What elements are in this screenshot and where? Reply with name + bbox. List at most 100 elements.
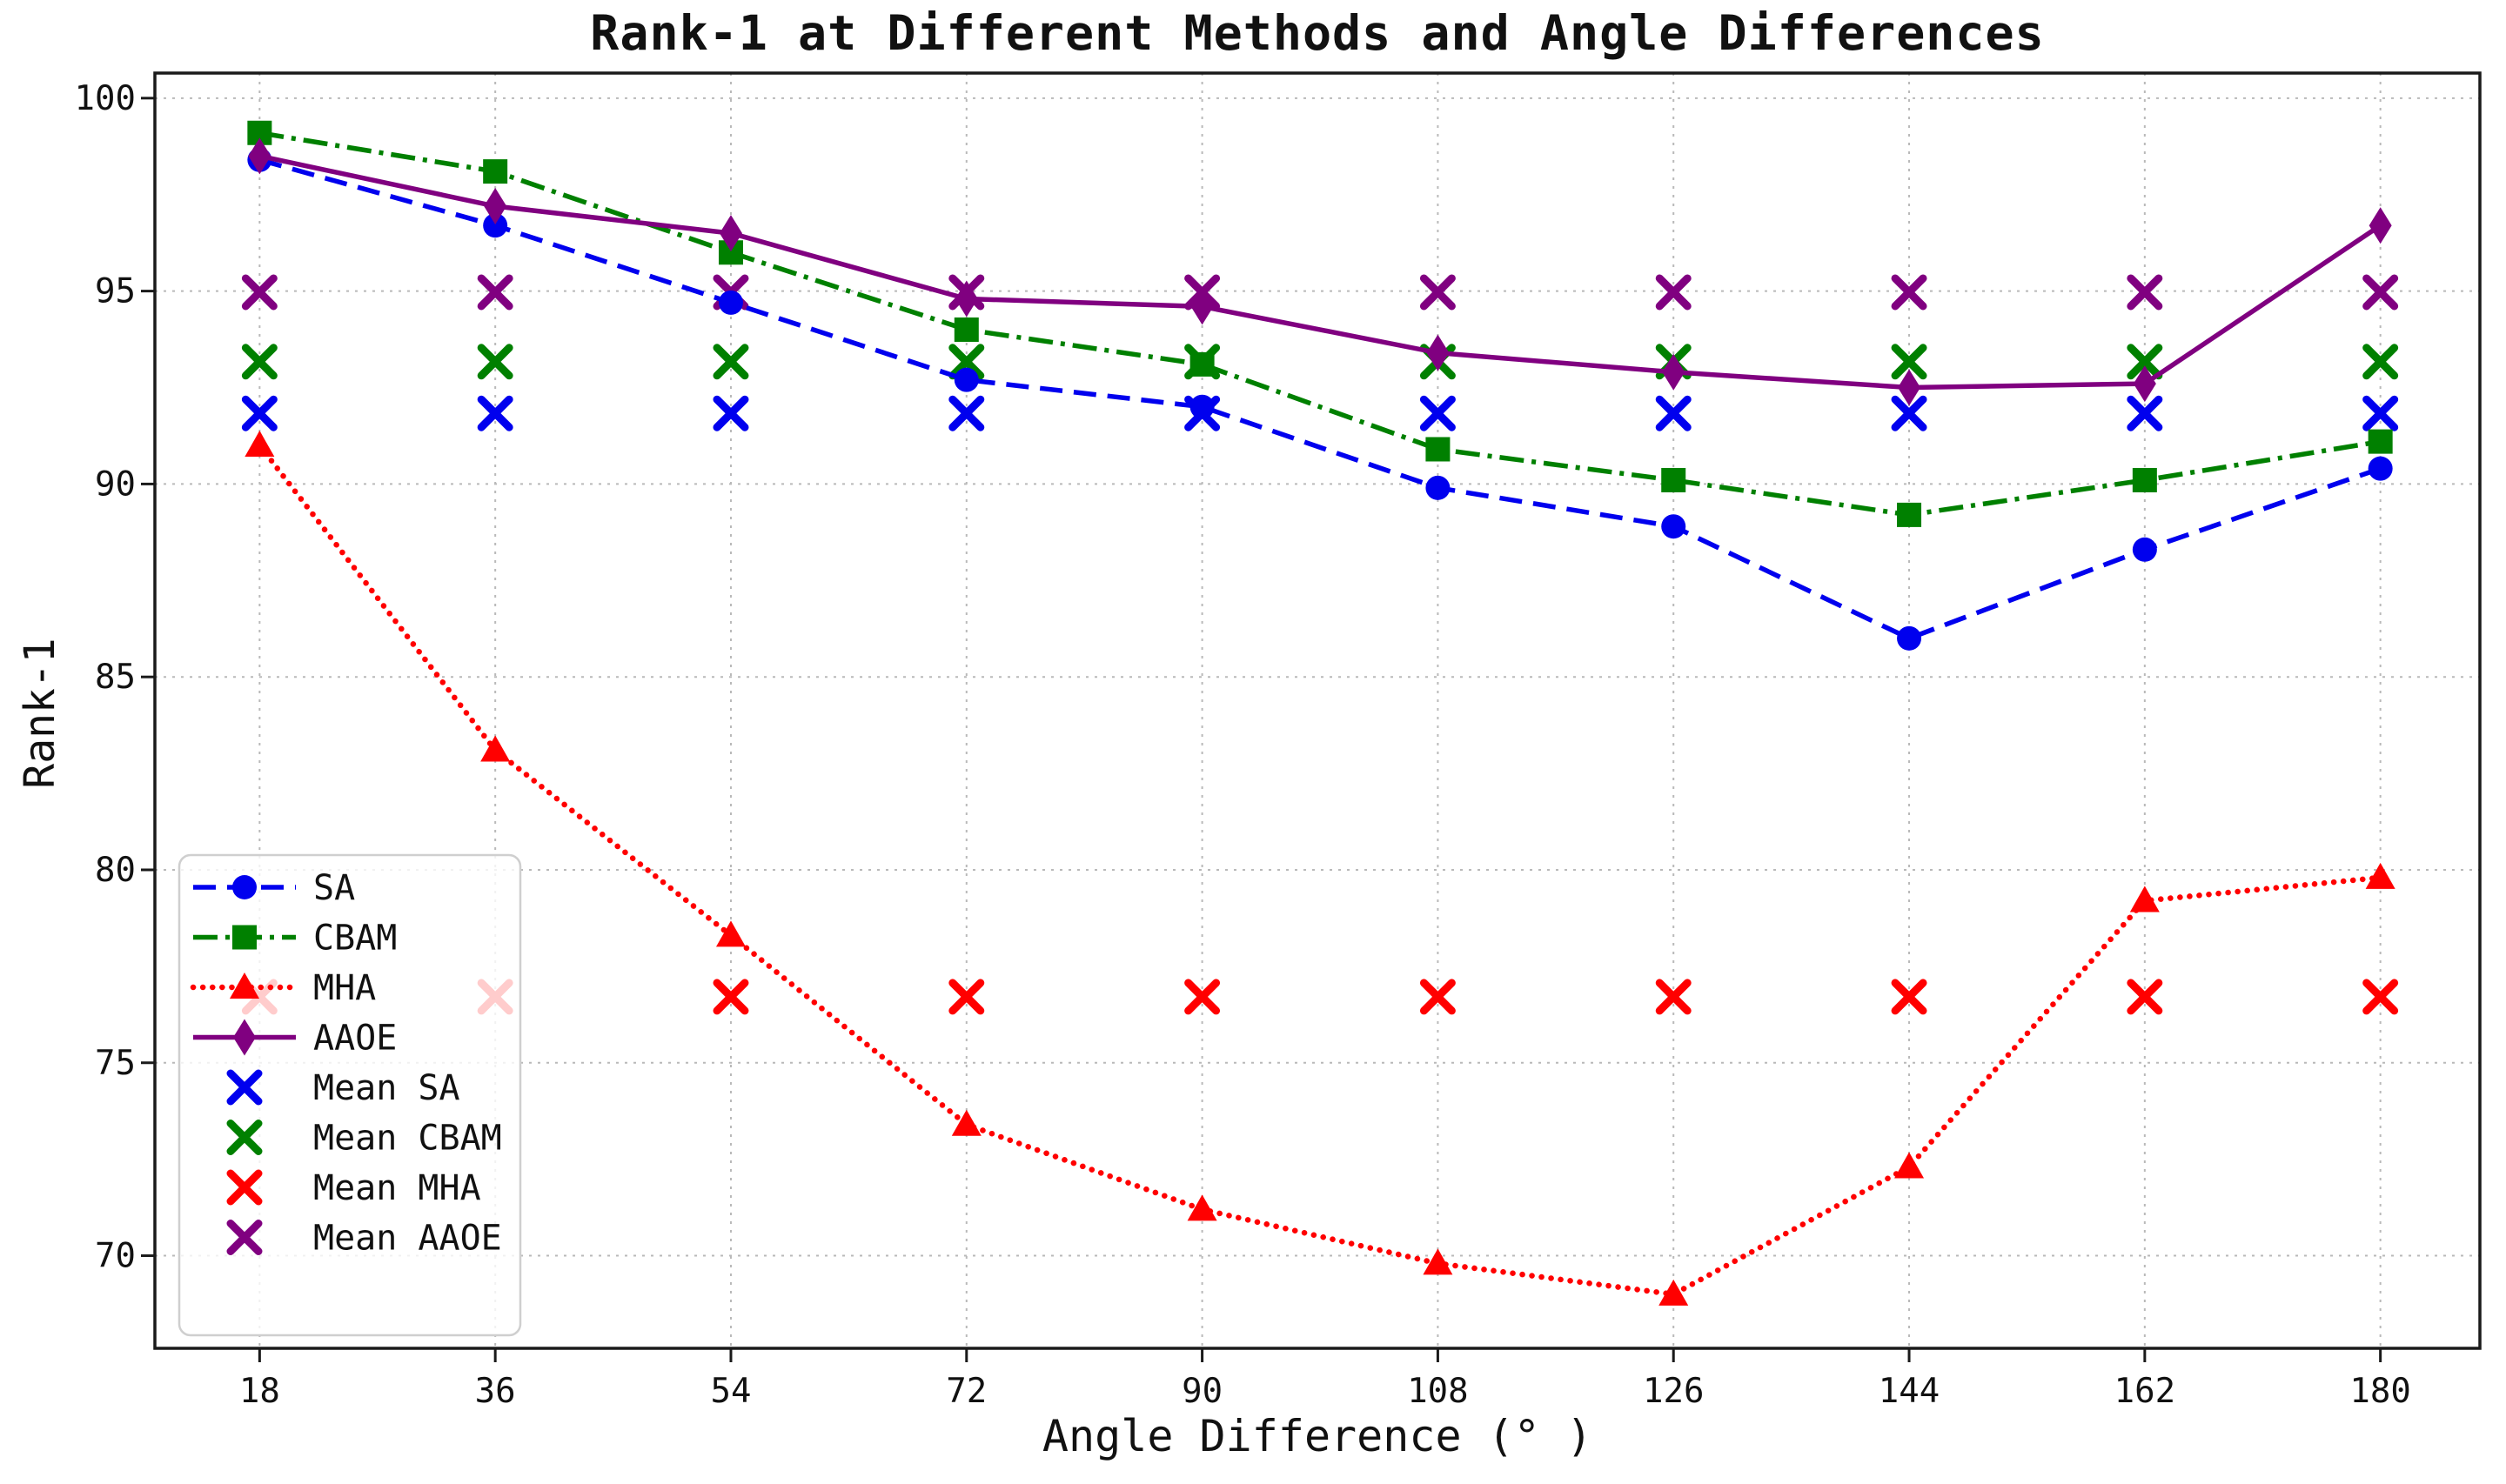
triangle-marker <box>245 431 275 458</box>
y-tick-label: 95 <box>95 272 136 311</box>
series-mha <box>245 431 2395 1306</box>
legend-label: CBAM <box>313 919 397 959</box>
x-marker <box>2127 274 2163 311</box>
mean-row-mean-aaoe <box>241 274 2399 311</box>
circle-marker <box>232 875 257 899</box>
legend-label: AAOE <box>313 1019 397 1059</box>
series-line-cbam <box>258 130 2382 518</box>
circle-marker <box>2132 537 2157 562</box>
legend-box <box>178 853 522 1337</box>
x-marker <box>948 344 985 380</box>
legend-label: SA <box>313 868 355 908</box>
legend-item-mean-cbam: Mean CBAM <box>226 1119 502 1159</box>
x-marker <box>1891 274 1927 311</box>
legend-item-aaoe: AAOE <box>193 1019 397 1059</box>
series-cbam <box>247 120 2393 527</box>
diamond-marker <box>233 1019 256 1056</box>
x-marker <box>241 395 278 431</box>
square-marker <box>1189 351 1215 377</box>
square-marker <box>2132 467 2157 492</box>
y-tick-label: 100 <box>75 79 136 118</box>
square-marker <box>1897 502 1922 527</box>
circle-marker <box>954 367 979 392</box>
x-tick-label: 126 <box>1643 1372 1704 1411</box>
series-line-sa <box>258 157 2382 641</box>
triangle-marker <box>715 920 746 947</box>
x-marker <box>241 274 278 311</box>
square-marker <box>954 317 979 342</box>
plot-border <box>153 71 2482 1350</box>
diamond-marker <box>484 188 507 225</box>
legend: SA CBAM MHA AAOE Mean SA Mean CBAM Mean MHA Mea… <box>178 853 522 1337</box>
x-marker <box>2362 395 2399 431</box>
diamond-marker <box>2133 365 2156 403</box>
diamond-marker <box>1190 288 1214 325</box>
y-tick-label: 85 <box>95 658 136 697</box>
circle-marker <box>1897 625 1922 651</box>
x-marker <box>1419 395 1456 431</box>
x-tick-label: 18 <box>239 1372 280 1411</box>
series-aaoe <box>248 137 2392 406</box>
circle-marker <box>2368 456 2393 481</box>
legend-item-mean-aaoe: Mean AAOE <box>226 1219 502 1259</box>
series-sa <box>247 147 2393 651</box>
x-marker <box>2127 395 2163 431</box>
x-marker <box>713 395 749 431</box>
y-tick-label: 90 <box>95 465 136 504</box>
diamond-marker <box>1898 369 1921 406</box>
circle-marker <box>718 290 743 315</box>
legend-item-mean-sa: Mean SA <box>226 1068 460 1108</box>
x-marker <box>1891 395 1927 431</box>
square-marker <box>2368 429 2393 454</box>
diamond-marker <box>2369 207 2392 244</box>
x-marker <box>477 344 513 380</box>
triangle-marker <box>1894 1152 1925 1179</box>
diamond-marker <box>1426 334 1450 371</box>
square-marker <box>1425 437 1451 462</box>
circle-marker <box>483 213 508 238</box>
x-marker <box>1655 979 1692 1015</box>
x-marker <box>713 979 749 1015</box>
y-axis-label: Rank-1 <box>16 638 64 789</box>
x-tick-label: 90 <box>1182 1372 1223 1411</box>
x-marker <box>1891 344 1927 380</box>
legend-item-mean-mha: Mean MHA <box>226 1168 481 1208</box>
y-tick-label: 70 <box>95 1237 136 1276</box>
series-line-mha <box>257 442 2383 1298</box>
legend-item-sa: SA <box>193 868 355 908</box>
triangle-marker <box>1187 1194 1217 1221</box>
triangle-marker <box>1423 1248 1453 1275</box>
x-marker <box>2127 979 2163 1015</box>
triangle-marker <box>2129 886 2160 912</box>
legend-item-mha: MHA <box>190 968 376 1008</box>
x-tick-label: 144 <box>1879 1372 1940 1411</box>
x-tick-label: 162 <box>2114 1372 2175 1411</box>
mean-row-mean-mha <box>241 979 2399 1015</box>
x-marker <box>226 1120 263 1155</box>
mean-row-mean-cbam <box>241 344 2399 380</box>
x-marker <box>226 1069 263 1106</box>
x-marker <box>2362 274 2399 311</box>
x-marker <box>477 395 513 431</box>
x-tick-label: 72 <box>946 1372 987 1411</box>
series-line-aaoe <box>258 153 2382 391</box>
x-tick-label: 36 <box>475 1372 516 1411</box>
x-marker <box>2362 344 2399 380</box>
x-marker <box>948 395 985 431</box>
x-marker <box>2127 344 2163 380</box>
legend-label: Mean SA <box>313 1068 460 1108</box>
y-tick-label: 80 <box>95 851 136 890</box>
triangle-marker <box>480 735 511 762</box>
legend-label: Mean AAOE <box>313 1219 502 1259</box>
diamond-marker <box>955 280 978 318</box>
mean-row-mean-sa <box>241 395 2399 431</box>
legend-item-cbam: CBAM <box>193 919 397 959</box>
legend-label: Mean MHA <box>313 1168 481 1208</box>
triangle-marker <box>230 973 259 999</box>
legend-label: MHA <box>313 968 376 1008</box>
mean-markers-layer <box>241 274 2399 1015</box>
x-marker <box>226 1220 263 1255</box>
x-marker <box>1655 395 1692 431</box>
x-tick-label: 54 <box>710 1372 751 1411</box>
